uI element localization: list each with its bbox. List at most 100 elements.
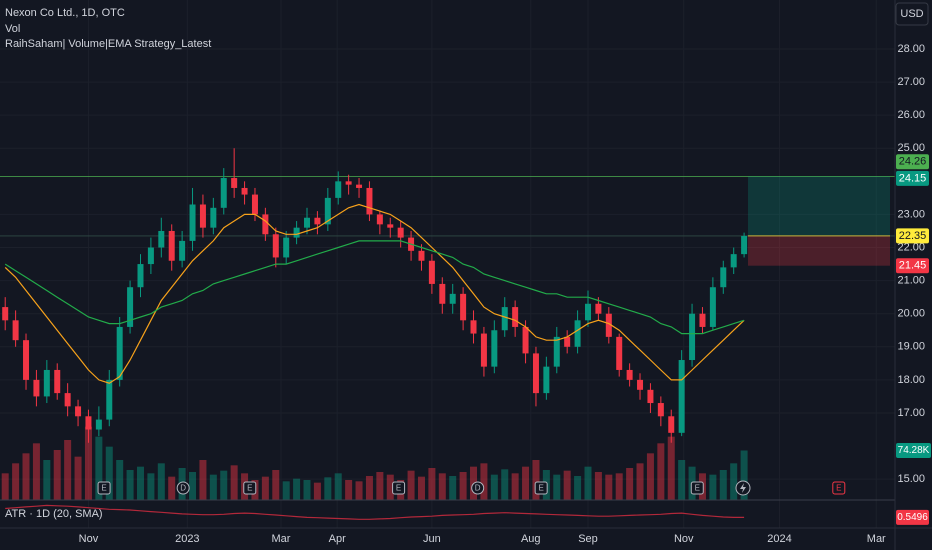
candle-body <box>251 194 258 215</box>
candle-body <box>480 333 487 367</box>
candle-body <box>699 313 706 327</box>
y-tick-label: 23.00 <box>897 208 925 220</box>
atr-label: ATR · 1D (20, SMA) <box>5 508 103 520</box>
volume-bar <box>84 426 92 500</box>
candle-body <box>553 336 560 367</box>
candle-body <box>106 379 113 420</box>
candle-body <box>43 369 50 397</box>
stop-label: 21.45 <box>899 260 927 272</box>
high-label-box <box>896 154 929 170</box>
volume-bar <box>657 443 665 500</box>
x-tick-label: 2024 <box>767 533 791 545</box>
lightning-icon[interactable] <box>735 480 751 496</box>
x-tick-label: Apr <box>329 533 346 545</box>
event-marker <box>392 481 406 495</box>
volume-bar <box>293 478 301 500</box>
stop-label-box <box>896 258 929 274</box>
currency-button[interactable] <box>895 2 929 26</box>
volume-bar <box>365 476 373 500</box>
candle-body <box>512 307 519 327</box>
candle-body <box>397 227 404 238</box>
profit-zone <box>748 176 890 236</box>
volume-bar <box>282 481 290 500</box>
candle-body <box>626 369 633 380</box>
last-price-label: 22.35 <box>899 230 927 242</box>
volume-bar <box>501 469 509 500</box>
event-marker <box>471 481 485 495</box>
volume-bar <box>574 476 582 500</box>
candle-body <box>584 303 591 321</box>
atr-value-label: 0.5496 <box>897 512 928 523</box>
volume-bar <box>334 473 342 500</box>
volume-bar <box>459 472 467 500</box>
y-tick-label: 28.00 <box>897 43 925 55</box>
candle-body <box>543 366 550 394</box>
volume-bar <box>646 453 654 500</box>
x-tick-label: Nov <box>79 533 99 545</box>
candle-body <box>324 197 331 225</box>
volume-bar <box>95 436 103 500</box>
candle-body <box>33 379 40 397</box>
event-marker <box>97 481 111 495</box>
candle-body <box>356 184 363 188</box>
candle-body <box>595 303 602 314</box>
candle-body <box>522 326 529 354</box>
candle-body <box>668 416 675 433</box>
candle-body <box>314 217 321 225</box>
event-label: E <box>538 484 543 493</box>
indicator-label: RaihSaham| Volume|EMA Strategy_Latest <box>5 38 211 50</box>
volume-bar <box>417 476 425 500</box>
atr-label-box <box>896 509 929 525</box>
volume-bar <box>626 468 634 500</box>
volume-bar <box>261 476 269 500</box>
volume-bar <box>53 450 61 500</box>
candle-body <box>137 264 144 288</box>
candle-body <box>231 178 238 188</box>
volume-bar <box>532 460 540 500</box>
volume-bar <box>126 470 134 500</box>
candle-body <box>95 419 102 430</box>
candle-body <box>199 204 206 228</box>
candle-body <box>64 393 71 407</box>
y-tick-label: 21.00 <box>897 275 925 287</box>
candle-body <box>605 313 612 337</box>
volume-bar <box>355 481 363 500</box>
volume-label: 74.28K <box>898 445 930 456</box>
y-tick-label: 26.00 <box>897 109 925 121</box>
volume-bar <box>303 480 311 500</box>
chart-title: Nexon Co Ltd., 1D, OTC <box>5 7 125 19</box>
candle-body <box>741 235 748 255</box>
volume-bar <box>407 470 415 500</box>
event-marker <box>690 481 704 495</box>
event-marker <box>176 481 190 495</box>
candle-body <box>564 336 571 347</box>
event-marker <box>832 481 846 495</box>
high-label: 24.26 <box>899 156 927 168</box>
volume-bar <box>64 440 72 500</box>
volume-bar <box>12 463 20 500</box>
volume-bar <box>667 436 675 500</box>
candle-body <box>418 250 425 261</box>
y-tick-label: 17.00 <box>897 407 925 419</box>
currency[interactable]: USD <box>900 8 923 20</box>
candle-body <box>158 230 165 248</box>
candle-body <box>2 307 9 321</box>
candle-body <box>637 379 644 390</box>
candle-body <box>127 287 134 327</box>
volume-bar <box>105 446 113 500</box>
volume-bar <box>678 460 686 500</box>
volume-bar <box>522 466 530 500</box>
candle-body <box>168 230 175 261</box>
volume-bar <box>199 460 207 500</box>
ema-line <box>4 240 745 335</box>
candle-body <box>262 214 269 235</box>
candle-body <box>189 204 196 241</box>
y-tick-label: 18.00 <box>897 374 925 386</box>
candle-body <box>147 247 154 265</box>
volume-bar <box>32 443 40 500</box>
volume-bar <box>438 473 446 500</box>
candle-body <box>532 353 539 394</box>
candle-body <box>241 187 248 195</box>
candle-body <box>428 260 435 284</box>
